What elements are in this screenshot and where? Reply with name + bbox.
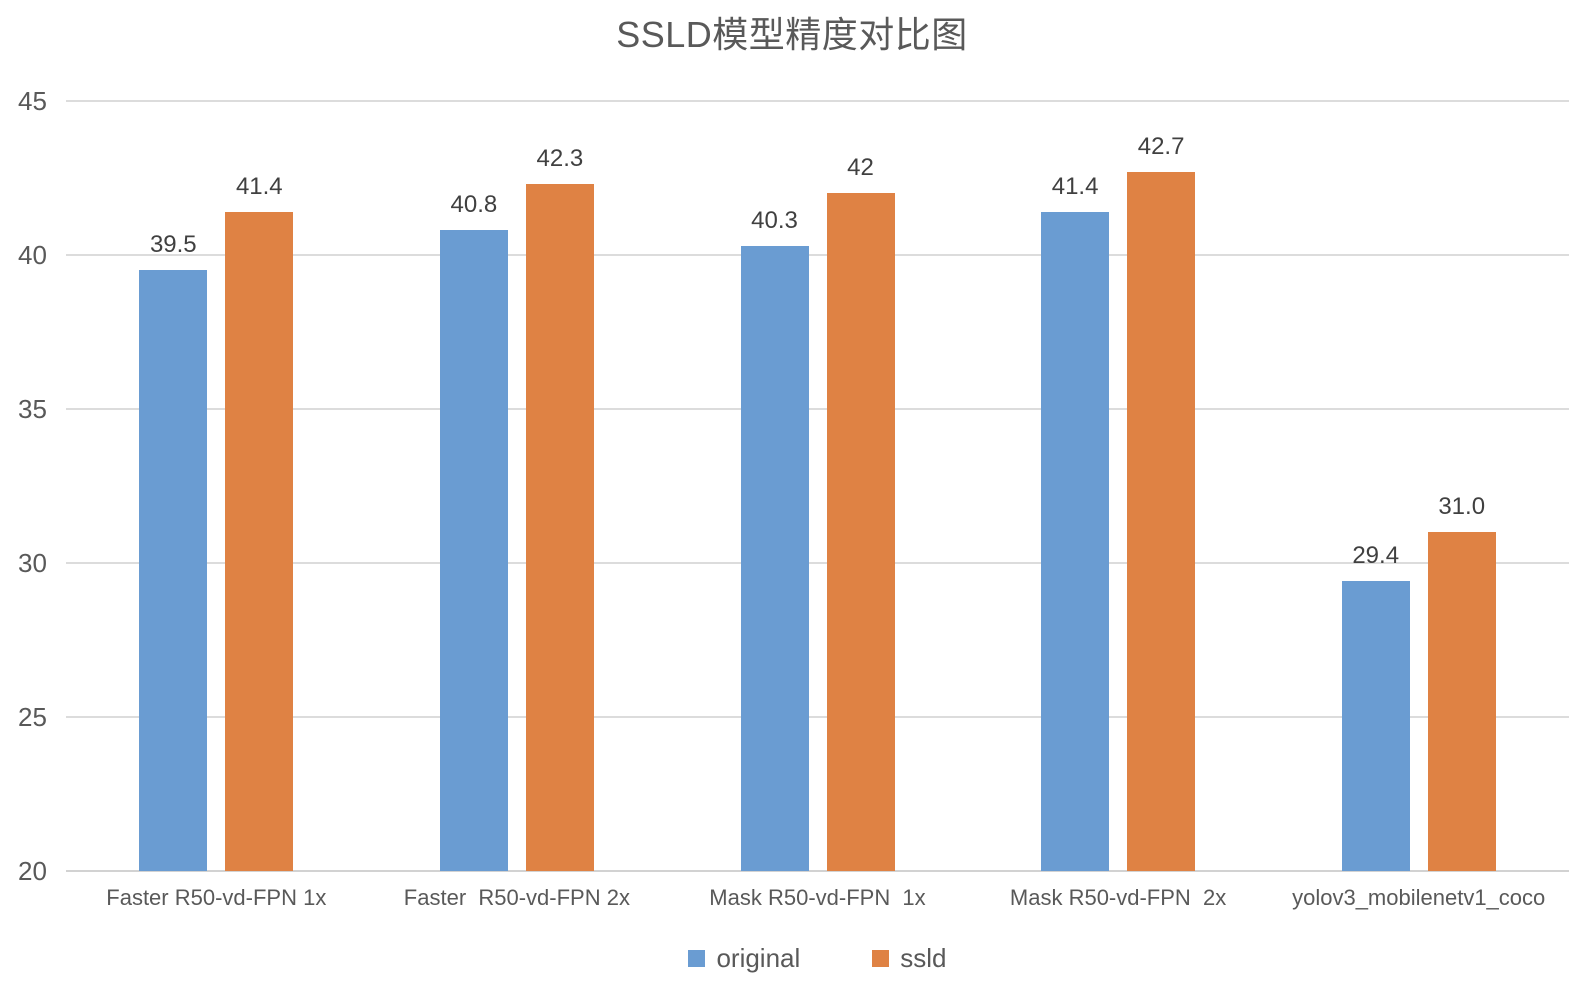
bar-ssld-3 — [1127, 171, 1196, 871]
legend-swatch-original-icon — [688, 949, 706, 967]
legend: original ssld — [66, 941, 1569, 975]
bar-value-label-original-3: 41.4 — [1051, 172, 1099, 200]
x-axis-category-label-2: Mask R50-vd-FPN 1x — [709, 885, 926, 910]
gridline — [66, 254, 1569, 256]
bar-ssld-1 — [525, 184, 594, 871]
bar-value-label-ssld-2: 42 — [847, 154, 874, 182]
y-axis-tick-label: 35 — [18, 394, 47, 424]
y-axis-tick-label: 45 — [18, 86, 47, 116]
bar-value-label-original-2: 40.3 — [751, 206, 798, 234]
x-axis-category-label-0: Faster R50-vd-FPN 1x — [106, 885, 327, 910]
y-axis-tick-label: 20 — [18, 856, 47, 886]
y-axis-tick-label: 40 — [18, 240, 47, 270]
legend-item-original: original — [688, 941, 800, 975]
gridline — [66, 100, 1569, 102]
gridline — [66, 408, 1569, 410]
legend-label-ssld: ssld — [900, 943, 947, 973]
bar-original-2 — [740, 245, 809, 871]
x-axis-category-label-1: Faster R50-vd-FPN 2x — [403, 885, 630, 910]
bar-original-0 — [139, 270, 208, 871]
plot-area: 39.5 41.4 40.8 42.3 40.3 42 41.4 42.7 29.4 31.0 — [66, 100, 1569, 872]
legend-swatch-ssld-icon — [872, 949, 890, 967]
bar-original-4 — [1341, 581, 1410, 871]
gridline — [66, 716, 1569, 718]
y-axis-tick-label: 25 — [18, 702, 47, 732]
bar-value-label-original-1: 40.8 — [450, 191, 498, 219]
bar-ssld-0 — [225, 211, 294, 871]
x-axis-category-label-4: yolov3_mobilenetv1_coco — [1292, 885, 1546, 910]
bar-value-label-original-4: 29.4 — [1352, 542, 1400, 570]
bar-value-label-original-0: 39.5 — [149, 231, 197, 259]
y-axis-tick-label: 30 — [18, 548, 47, 578]
legend-label-original: original — [716, 943, 801, 973]
bar-original-3 — [1041, 211, 1110, 871]
legend-item-ssld: ssld — [872, 941, 947, 975]
x-axis-line — [66, 870, 1569, 872]
bar-ssld-2 — [826, 193, 895, 871]
chart-title: SSLD模型精度对比图 — [616, 14, 968, 55]
x-axis-category-label-3: Mask R50-vd-FPN 2x — [1009, 885, 1227, 910]
bar-value-label-ssld-4: 31.0 — [1438, 493, 1486, 521]
bar-value-label-ssld-3: 42.7 — [1137, 132, 1185, 160]
gridline — [66, 562, 1569, 564]
bar-value-label-ssld-1: 42.3 — [536, 145, 584, 173]
bar-original-1 — [439, 230, 508, 871]
bar-ssld-4 — [1427, 532, 1496, 871]
bar-value-label-ssld-0: 41.4 — [235, 172, 283, 200]
